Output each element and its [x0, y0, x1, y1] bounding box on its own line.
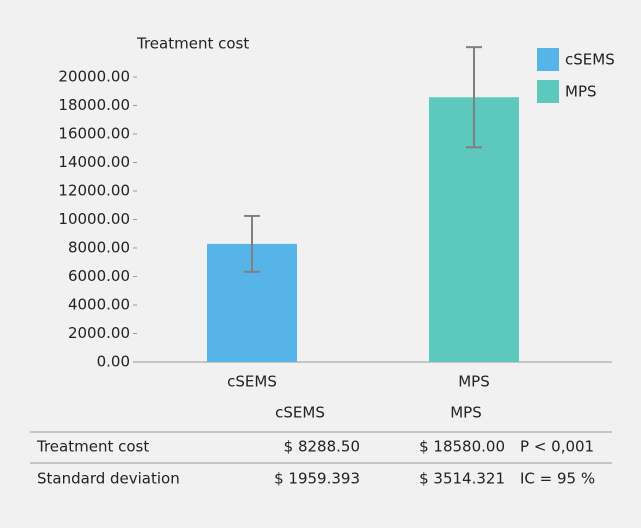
y-tick-label: 8000.00	[68, 239, 130, 257]
y-tick-label: 10000.00	[58, 210, 130, 228]
table-cell: $ 1959.393	[274, 470, 360, 488]
y-tick-label: 16000.00	[58, 125, 130, 143]
table-cell: Standard deviation	[37, 470, 180, 488]
y-tick-label: 12000.00	[58, 182, 130, 200]
legend-swatch	[537, 80, 559, 103]
table-cell: P < 0,001	[520, 438, 594, 456]
x-tick-label: MPS	[458, 373, 490, 391]
y-axis-title: Treatment cost	[136, 35, 249, 53]
y-tick-label: 4000.00	[68, 296, 130, 314]
y-tick-label: 14000.00	[58, 153, 130, 171]
y-tick-label: 20000.00	[58, 68, 130, 86]
table-cell: $ 8288.50	[284, 438, 360, 456]
y-tick-label: 18000.00	[58, 96, 130, 114]
y-tick-label: 2000.00	[68, 324, 130, 342]
table-header: MPS	[450, 404, 482, 422]
legend-label: MPS	[565, 83, 597, 101]
legend-swatch	[537, 48, 559, 71]
y-tick-label: 6000.00	[68, 267, 130, 285]
table-cell: Treatment cost	[36, 438, 149, 456]
table-cell: $ 18580.00	[419, 438, 505, 456]
table-header: cSEMS	[275, 404, 325, 422]
table-cell: IC = 95 %	[520, 470, 595, 488]
legend-label: cSEMS	[565, 51, 615, 69]
table-cell: $ 3514.321	[419, 470, 505, 488]
x-tick-label: cSEMS	[227, 373, 277, 391]
y-tick-label: 0.00	[97, 353, 130, 371]
